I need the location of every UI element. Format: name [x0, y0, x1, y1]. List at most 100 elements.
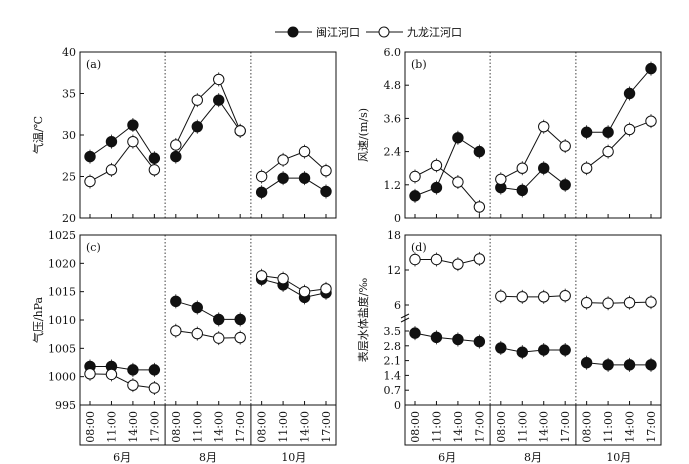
y-tick-label: 1025 — [48, 229, 76, 242]
data-point — [516, 346, 528, 358]
series-line — [586, 68, 652, 133]
series-line — [175, 300, 241, 320]
y-axis-label: 气温/℃ — [31, 116, 45, 154]
x-tick-label: 14:00 — [538, 411, 551, 443]
y-tick-label: 40 — [62, 46, 76, 59]
panel-label: (c) — [86, 241, 101, 254]
series-line — [261, 151, 327, 177]
x-tick-label: 08:00 — [409, 411, 422, 443]
data-point — [127, 119, 139, 131]
series-line — [89, 124, 155, 159]
x-tick-label: 08:00 — [581, 411, 594, 443]
data-point — [473, 201, 486, 213]
data-point — [170, 295, 182, 307]
data-point — [320, 164, 332, 177]
x-tick-label: 11:00 — [105, 411, 118, 443]
x-tick-label: 14:00 — [452, 411, 465, 443]
panel-d: (d) 0 0.7 1.42.1 2.8 3.5 6 12 18 表层水体盐度/‰ 08:00 11:… — [356, 229, 662, 464]
data-point — [623, 123, 636, 136]
legend-marker-filled — [287, 26, 299, 38]
y-tick-label: 30 — [62, 129, 76, 142]
data-point — [298, 172, 311, 184]
y-axis-label: 表层水体盐度/‰ — [356, 278, 370, 363]
data-point — [148, 164, 161, 176]
y-tick-label: 6.0 — [384, 46, 402, 59]
data-point — [645, 115, 657, 127]
month-label: 10月 — [606, 451, 631, 464]
x-tick-label: 11:00 — [191, 411, 204, 443]
series-line — [586, 301, 652, 304]
y-tick-label: 3.6 — [384, 112, 402, 125]
data-point — [645, 359, 657, 371]
series-jiulongjiang — [84, 268, 332, 395]
data-point — [127, 135, 139, 148]
series-line — [414, 332, 480, 343]
data-point — [213, 73, 225, 86]
data-point — [213, 313, 225, 326]
data-point — [538, 121, 550, 133]
data-point — [602, 297, 614, 309]
series-minjiang — [409, 61, 657, 203]
data-point — [538, 344, 550, 356]
data-point — [430, 159, 443, 172]
panel-b: (b) 0 1.2 2.4 3.6 4.8 6.0 风速/(m/s) — [357, 46, 662, 225]
data-point — [516, 184, 528, 197]
data-point — [473, 253, 486, 265]
y-tick-label: 1015 — [48, 286, 76, 299]
data-point — [84, 368, 96, 380]
x-tick-label: 08:00 — [84, 411, 97, 443]
series-line — [414, 137, 480, 197]
data-point — [127, 379, 139, 391]
x-tick-label: 14:00 — [299, 411, 312, 443]
series-minjiang — [84, 272, 332, 377]
data-point — [580, 357, 593, 369]
plot-frame — [79, 51, 337, 219]
data-point — [452, 176, 464, 188]
data-point — [623, 87, 636, 100]
series-line — [586, 362, 651, 366]
x-tick-label: 08:00 — [495, 411, 508, 443]
data-point — [170, 139, 182, 151]
series-line — [415, 258, 480, 265]
data-point — [298, 285, 311, 298]
y-tick-label: 1000 — [48, 371, 76, 384]
series-line — [414, 164, 480, 208]
data-point — [538, 291, 550, 303]
data-point — [452, 132, 464, 144]
data-point — [234, 331, 246, 344]
series-jiulongjiang — [409, 114, 657, 214]
month-label: 6月 — [113, 451, 131, 464]
data-point — [170, 150, 182, 163]
data-point — [495, 342, 507, 354]
legend-label-jiulongjiang: 九龙江河口 — [407, 26, 462, 39]
y-tick-label: 1.2 — [384, 179, 402, 192]
series-line — [89, 373, 155, 389]
series-line — [175, 330, 241, 339]
data-point — [580, 126, 593, 138]
data-point — [255, 186, 268, 198]
data-point — [84, 175, 96, 188]
data-point — [645, 62, 657, 75]
data-point — [105, 135, 118, 148]
data-point — [580, 162, 593, 174]
data-point — [430, 181, 443, 194]
data-point — [234, 313, 246, 326]
x-tick-label: 11:00 — [602, 411, 615, 443]
data-point — [430, 253, 443, 266]
series-line — [261, 275, 327, 293]
series-line — [175, 78, 241, 146]
data-point — [255, 170, 268, 183]
series-jiulongjiang — [409, 251, 657, 311]
data-point — [580, 296, 593, 309]
y-tick-label: 1.4 — [384, 369, 402, 382]
month-label: 8月 — [199, 451, 217, 464]
data-point — [516, 291, 528, 303]
x-tick-label: 17:00 — [559, 411, 572, 443]
series-line — [500, 167, 566, 191]
axis-break-mark — [400, 313, 410, 323]
month-group-frame — [79, 404, 337, 446]
data-point — [559, 179, 571, 191]
data-point — [213, 94, 225, 106]
data-point — [495, 173, 507, 185]
x-tick-label: 11:00 — [516, 411, 529, 443]
